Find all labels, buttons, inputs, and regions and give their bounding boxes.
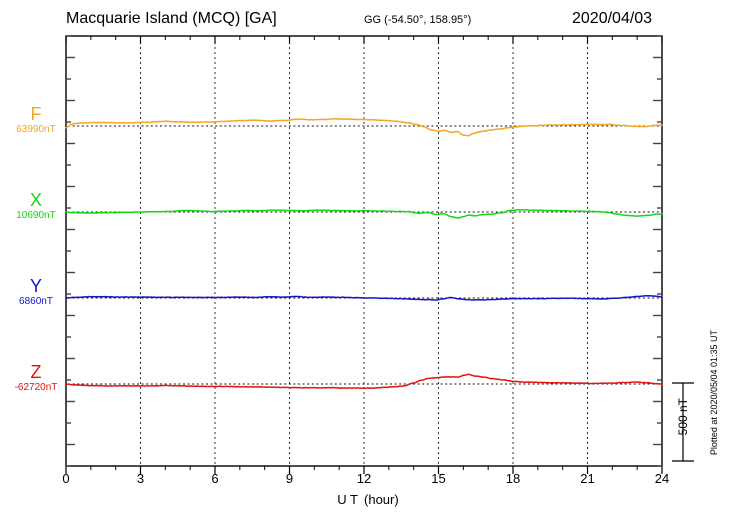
x-tick-label-24: 24 <box>654 471 670 486</box>
x-tick-label-15: 15 <box>431 471 446 486</box>
trace-symbol-x: X <box>29 190 42 210</box>
scale-bar <box>672 382 694 462</box>
trace-value-z: -62720nT <box>14 381 58 393</box>
x-tick-label-12: 12 <box>356 471 372 486</box>
trace-value-y: 6860nT <box>19 295 53 307</box>
trace-symbol-z: Z <box>30 362 42 382</box>
grid-lines <box>140 37 588 465</box>
x-tick-label-6: 6 <box>211 471 219 486</box>
x-tick-label-3: 3 <box>136 471 145 486</box>
x-tick-label-0: 0 <box>62 471 70 486</box>
x-tick-label-9: 9 <box>285 471 294 486</box>
data-traces <box>65 117 663 390</box>
observation-date: 2020/04/03 <box>572 10 653 27</box>
x-axis-title-unit: (hour) <box>364 492 399 507</box>
plotted-timestamp: Plotted at 2020/05/04 01:35 UT <box>709 330 719 456</box>
trace-symbol-f: F <box>30 104 42 124</box>
station-coordinates: GG (-54.50°, 158.95°) <box>364 14 472 26</box>
trace-baselines <box>68 125 660 385</box>
trace-label-z: Z -62720nT <box>8 363 64 393</box>
page-title: Macquarie Island (MCQ) [GA] <box>66 10 277 27</box>
trace-label-x: X 10690nT <box>8 191 64 221</box>
x-axis-minor-ticks <box>90 36 638 470</box>
x-tick-label-21: 21 <box>580 471 595 486</box>
scale-bar-label: 500 nT <box>676 398 690 436</box>
trace-value-f: 63990nT <box>16 123 56 135</box>
plot-frame <box>65 35 663 467</box>
trace-symbol-y: Y <box>29 276 42 296</box>
x-axis-title-prefix: U T <box>337 492 359 507</box>
trace-label-y: Y 6860nT <box>8 277 64 307</box>
y-axis-ticks <box>66 35 662 467</box>
x-axis-title: U T (hour) <box>0 492 730 507</box>
x-axis-major-ticks <box>65 36 663 474</box>
trace-value-x: 10690nT <box>16 209 56 221</box>
trace-label-f: F 63990nT <box>8 105 64 135</box>
x-tick-label-18: 18 <box>505 471 521 486</box>
